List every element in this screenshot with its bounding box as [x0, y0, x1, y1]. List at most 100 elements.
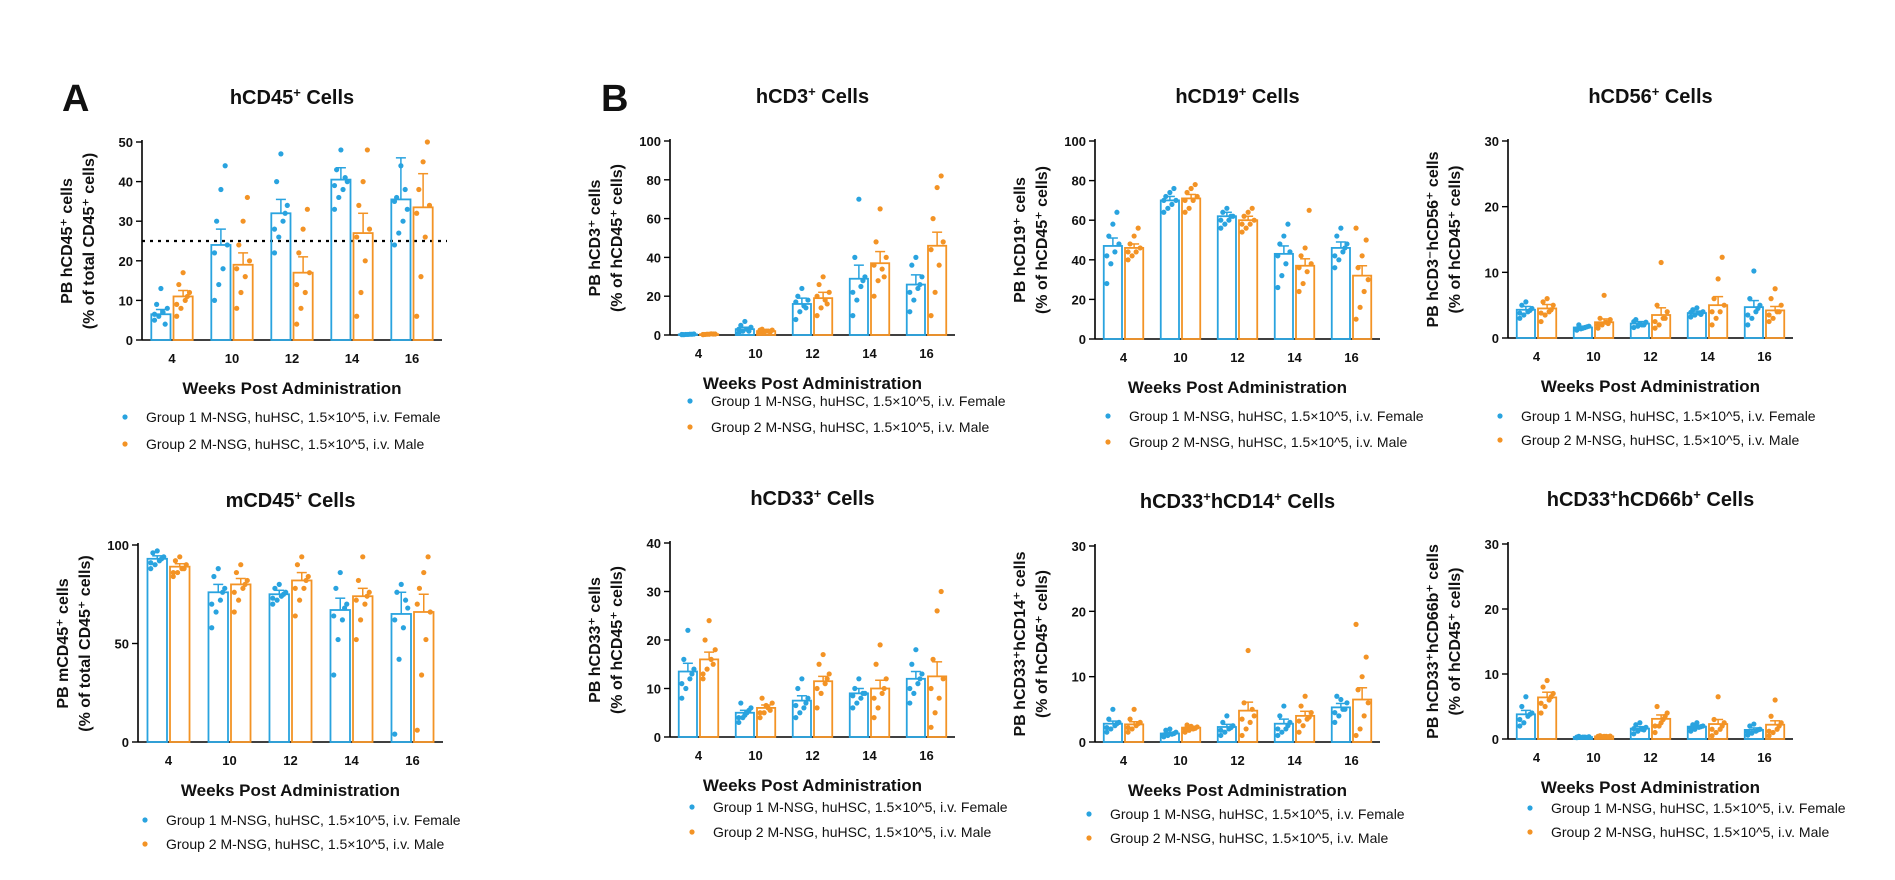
data-point — [1631, 726, 1637, 732]
data-point — [1353, 621, 1359, 628]
data-point — [356, 202, 362, 208]
data-point — [298, 305, 304, 311]
data-point — [881, 685, 887, 692]
data-point — [736, 719, 742, 726]
bar-group2-10 — [1181, 197, 1202, 340]
legend-marker-group1 — [1086, 811, 1092, 817]
data-point — [919, 671, 925, 677]
data-point — [679, 331, 685, 338]
data-point — [736, 326, 742, 332]
x-axis-label: Weeks Post Administration — [181, 781, 400, 800]
data-point — [1114, 721, 1120, 727]
bar-group1-12 — [1216, 215, 1237, 340]
y-tick-label: 0 — [1079, 735, 1086, 750]
data-point — [1127, 716, 1133, 722]
chart-hcd3: hCD3+ Cells 0 20 40 60 80 100 PB hCD3⁺ cells (% … — [587, 84, 1006, 436]
data-point — [852, 685, 858, 692]
data-point — [685, 627, 691, 633]
legend-marker-group2 — [122, 441, 128, 447]
data-point — [1228, 725, 1234, 731]
data-point — [1192, 181, 1198, 188]
legend-label-group1: Group 1 M-NSG, huHSC, 1.5×10^5, i.v. Fem… — [1110, 806, 1405, 822]
x-tick-label: 10 — [748, 748, 762, 763]
data-point — [414, 313, 420, 319]
data-point — [1540, 684, 1546, 690]
data-point — [1131, 706, 1137, 712]
data-point — [154, 301, 160, 307]
data-point — [270, 601, 276, 607]
data-point — [152, 562, 158, 568]
legend-marker-group1 — [1105, 413, 1111, 419]
data-point — [1332, 710, 1338, 716]
data-point — [217, 597, 224, 603]
data-point — [710, 661, 716, 667]
data-point — [858, 695, 864, 701]
data-point — [826, 289, 832, 295]
data-point — [1275, 253, 1281, 259]
x-tick-label: 4 — [165, 753, 173, 768]
data-point — [1542, 312, 1548, 318]
data-point — [767, 707, 773, 713]
data-point — [414, 601, 420, 607]
data-point — [1338, 696, 1344, 703]
data-point — [1108, 261, 1114, 267]
panel-label-a: A — [62, 78, 90, 120]
data-point — [1188, 185, 1194, 192]
data-point — [1544, 677, 1550, 684]
legend-label-group1: Group 1 M-NSG, huHSC, 1.5×10^5, i.v. Fem… — [711, 393, 1006, 409]
data-point — [1285, 221, 1291, 227]
data-point — [1239, 229, 1245, 235]
data-point — [708, 656, 714, 663]
data-point — [679, 695, 685, 701]
data-point — [928, 685, 934, 692]
data-point — [391, 242, 398, 248]
data-point — [274, 179, 280, 185]
data-point — [233, 569, 240, 576]
data-point — [158, 556, 165, 562]
data-point — [271, 226, 278, 232]
data-point — [238, 562, 244, 568]
data-point — [1517, 310, 1523, 316]
data-point — [211, 250, 218, 256]
data-point — [928, 247, 934, 253]
data-point — [1342, 706, 1348, 712]
data-point — [182, 297, 188, 303]
y-tick-label: 0 — [1492, 732, 1499, 747]
data-point — [344, 179, 350, 185]
data-point — [420, 159, 426, 165]
y-axis-label: PB hCD3⁺ cells — [587, 179, 604, 296]
bar-group2-16 — [412, 206, 434, 341]
data-point — [700, 676, 706, 682]
data-point — [1251, 713, 1257, 719]
data-point — [1110, 221, 1116, 227]
data-point — [1542, 703, 1548, 710]
data-point — [1224, 713, 1230, 719]
y-tick-label: 30 — [647, 585, 661, 600]
x-axis-label: Weeks Post Administration — [1128, 781, 1347, 800]
bar-group1-16 — [390, 613, 412, 743]
data-point — [1527, 711, 1533, 717]
data-point — [1171, 185, 1177, 192]
data-point — [746, 328, 752, 334]
x-tick-label: 4 — [695, 346, 703, 361]
data-point — [344, 601, 350, 607]
data-point — [797, 309, 803, 315]
data-point — [793, 316, 799, 323]
y-axis-label: (% of hCD45⁺ cells) — [1447, 165, 1464, 313]
data-point — [915, 285, 921, 292]
data-point — [398, 581, 404, 588]
data-point — [1296, 265, 1302, 271]
data-point — [1776, 309, 1782, 315]
x-tick-label: 14 — [862, 748, 877, 763]
data-point — [1749, 730, 1755, 736]
data-point — [1778, 302, 1784, 308]
y-tick-label: 40 — [1072, 253, 1086, 268]
x-tick-label: 4 — [695, 748, 703, 763]
data-point — [354, 313, 360, 319]
data-point — [418, 274, 424, 280]
data-point — [814, 685, 820, 692]
data-point — [1605, 734, 1611, 740]
data-point — [177, 554, 183, 560]
data-point — [793, 715, 799, 721]
data-point — [172, 558, 179, 564]
